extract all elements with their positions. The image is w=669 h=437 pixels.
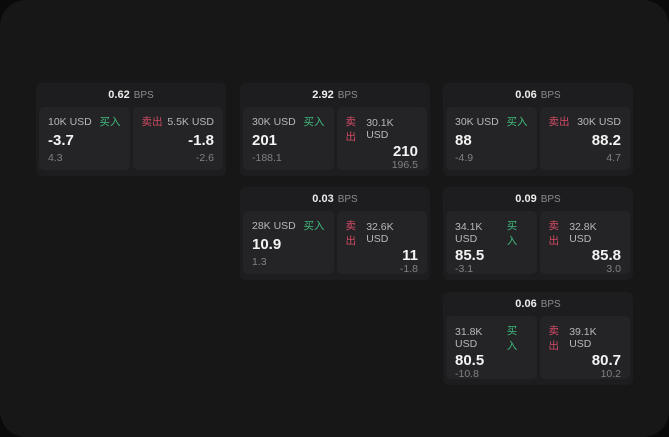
- sell-label: 卖出: [345, 220, 357, 247]
- buy-delta: -10.8: [455, 368, 479, 380]
- buy-amount: 28K USD: [252, 219, 296, 232]
- bps-unit: BPS: [133, 89, 154, 101]
- quote-card: 0.03 BPS 28K USD 买入 10.9 1.3 卖出 32.6K US…: [240, 187, 430, 280]
- card-header: 0.06 BPS: [443, 292, 633, 316]
- buy-amount: 30K USD: [252, 115, 296, 128]
- buy-delta: -188.1: [252, 152, 282, 164]
- sell-panel[interactable]: 卖出 32.6K USD 11 -1.8: [336, 211, 427, 275]
- sell-label: 卖出: [141, 116, 163, 128]
- buy-label: 买入: [506, 220, 518, 247]
- sell-panel[interactable]: 卖出 5.5K USD -1.8 -2.6: [132, 107, 223, 170]
- bps-unit: BPS: [540, 89, 561, 101]
- bps-value: 0.09: [515, 193, 537, 205]
- sell-amount: 30.1K USD: [366, 117, 394, 141]
- sell-price: 80.7: [591, 352, 621, 369]
- bps-unit: BPS: [337, 89, 358, 101]
- sell-label: 卖出: [548, 116, 570, 128]
- sell-amount: 32.8K USD: [569, 221, 597, 245]
- buy-price: 85.5: [455, 247, 485, 264]
- sell-price: 85.8: [591, 247, 621, 264]
- buy-price: 10.9: [252, 236, 282, 253]
- buy-label: 买入: [99, 116, 121, 128]
- sell-panel[interactable]: 卖出 30.1K USD 210 196.5: [336, 107, 427, 171]
- card-header: 0.03 BPS: [240, 187, 430, 211]
- buy-label: 买入: [303, 116, 325, 128]
- buy-delta: -3.1: [455, 263, 474, 275]
- card-header: 0.06 BPS: [443, 83, 633, 107]
- sell-price: 210: [392, 143, 418, 160]
- bps-value: 0.06: [515, 89, 537, 101]
- card-header: 2.92 BPS: [240, 83, 430, 107]
- quote-card: 0.06 BPS 30K USD 买入 88 -4.9 卖出 30K USD 8…: [443, 83, 633, 176]
- buy-amount: 10K USD: [48, 115, 92, 128]
- buy-panel[interactable]: 30K USD 买入 88 -4.9: [446, 107, 537, 170]
- card-header: 0.62 BPS: [36, 83, 226, 107]
- buy-amount: 30K USD: [455, 115, 499, 128]
- sell-price: 88.2: [591, 132, 621, 149]
- bps-value: 0.03: [312, 193, 334, 205]
- sell-amount: 30K USD: [577, 115, 621, 128]
- sell-delta: 10.2: [600, 368, 621, 380]
- quote-card: 0.62 BPS 10K USD 买入 -3.7 4.3 卖出 5.5K USD…: [36, 83, 226, 176]
- buy-amount: 31.8K USD: [455, 326, 483, 350]
- sell-panel[interactable]: 卖出 30K USD 88.2 4.7: [539, 107, 630, 170]
- buy-amount: 34.1K USD: [455, 221, 483, 245]
- sell-amount: 5.5K USD: [167, 115, 214, 128]
- buy-delta: -4.9: [455, 152, 474, 164]
- quote-card: 2.92 BPS 30K USD 买入 201 -188.1 卖出 30.1K …: [240, 83, 430, 176]
- sell-label: 卖出: [548, 220, 560, 247]
- quote-card: 0.06 BPS 31.8K USD 买入 80.5 -10.8 卖出 39.1…: [443, 292, 633, 385]
- sell-panel[interactable]: 卖出 32.8K USD 85.8 3.0: [539, 211, 630, 275]
- sell-label: 卖出: [345, 116, 357, 143]
- buy-panel[interactable]: 10K USD 买入 -3.7 4.3: [39, 107, 130, 170]
- buy-delta: 1.3: [252, 256, 267, 268]
- buy-delta: 4.3: [48, 152, 63, 164]
- buy-panel[interactable]: 31.8K USD 买入 80.5 -10.8: [446, 316, 537, 380]
- sell-delta: -2.6: [195, 152, 214, 164]
- buy-panel[interactable]: 28K USD 买入 10.9 1.3: [243, 211, 334, 274]
- quote-card: 0.09 BPS 34.1K USD 买入 85.5 -3.1 卖出 32.8K…: [443, 187, 633, 280]
- buy-label: 买入: [506, 116, 528, 128]
- sell-amount: 39.1K USD: [569, 326, 597, 350]
- buy-price: -3.7: [48, 132, 74, 149]
- sell-delta: -1.8: [399, 263, 418, 275]
- buy-label: 买入: [303, 220, 325, 232]
- bps-value: 0.06: [515, 298, 537, 310]
- card-header: 0.09 BPS: [443, 187, 633, 211]
- sell-delta: 3.0: [606, 263, 621, 275]
- bps-value: 2.92: [312, 89, 334, 101]
- buy-price: 80.5: [455, 352, 485, 369]
- sell-price: 11: [402, 247, 418, 264]
- buy-price: 88: [455, 132, 472, 149]
- bps-unit: BPS: [337, 193, 358, 205]
- sell-delta: 4.7: [606, 152, 621, 164]
- buy-panel[interactable]: 30K USD 买入 201 -188.1: [243, 107, 334, 170]
- bps-unit: BPS: [540, 193, 561, 205]
- buy-panel[interactable]: 34.1K USD 买入 85.5 -3.1: [446, 211, 537, 275]
- sell-amount: 32.6K USD: [366, 221, 394, 245]
- sell-panel[interactable]: 卖出 39.1K USD 80.7 10.2: [539, 316, 630, 380]
- sell-delta: 196.5: [391, 159, 418, 171]
- bps-value: 0.62: [108, 89, 130, 101]
- buy-price: 201: [252, 132, 278, 149]
- buy-label: 买入: [506, 325, 518, 352]
- sell-label: 卖出: [548, 325, 560, 352]
- sell-price: -1.8: [188, 132, 214, 149]
- bps-unit: BPS: [540, 298, 561, 310]
